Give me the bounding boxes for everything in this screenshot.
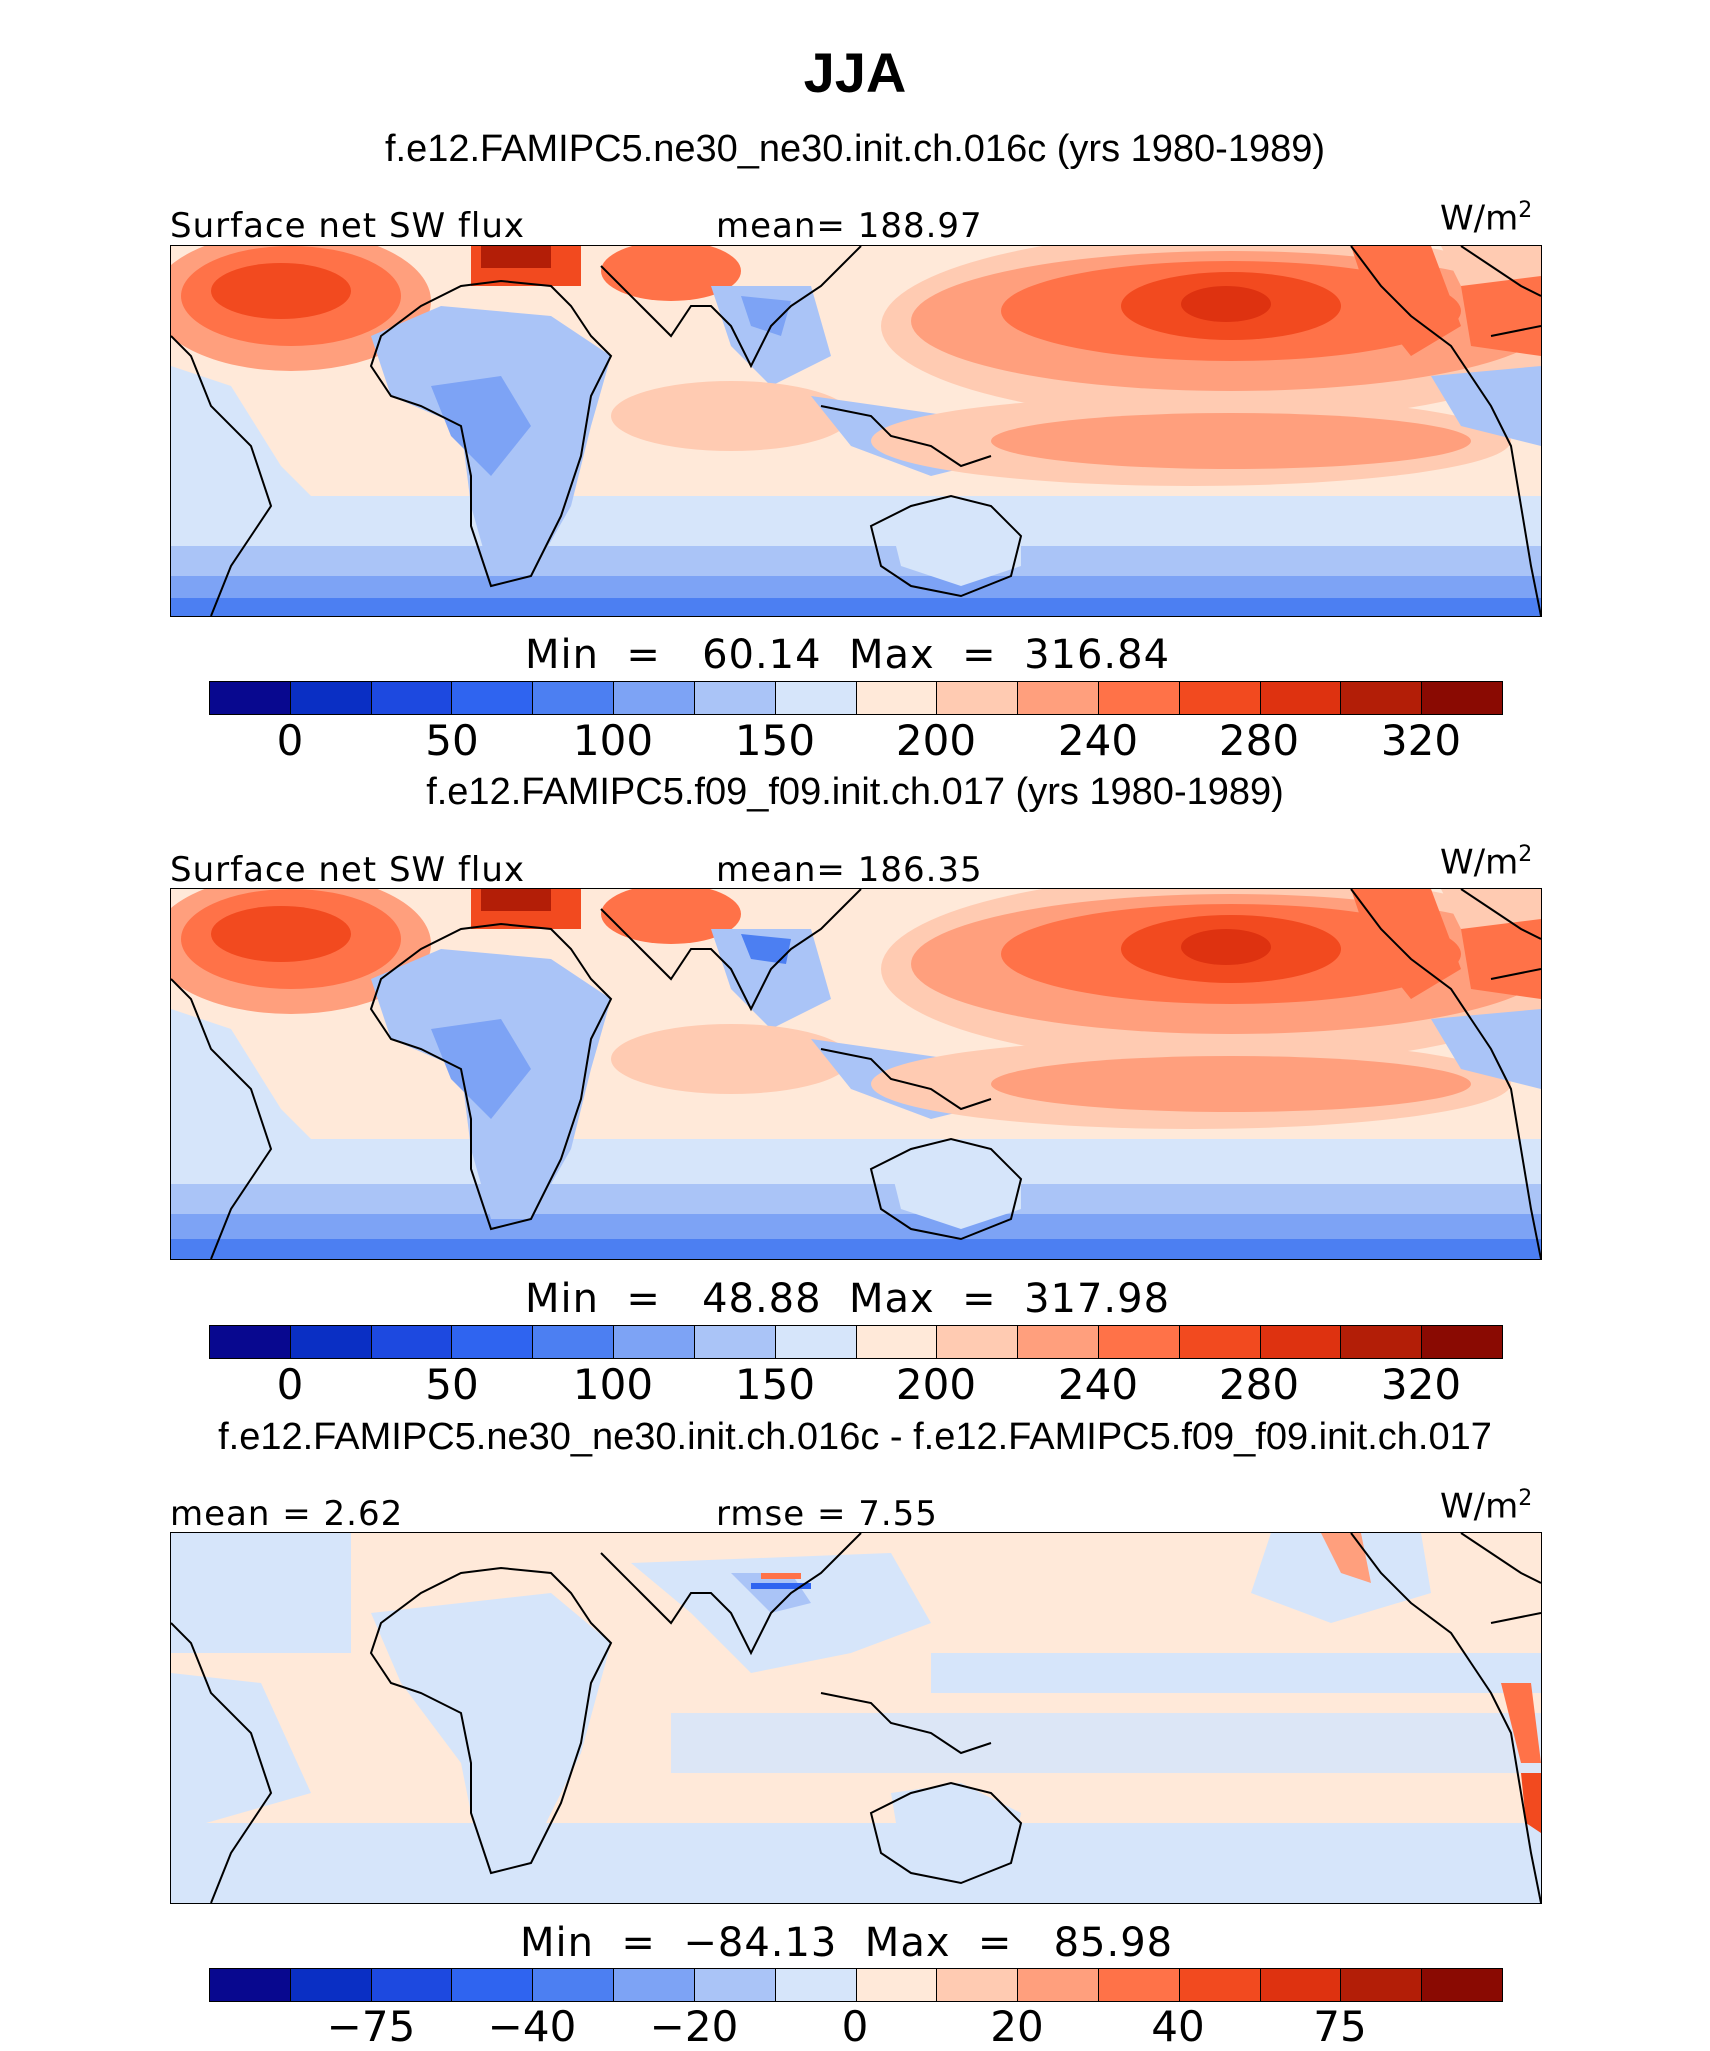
colorbar-swatch <box>937 1969 1019 2001</box>
panel2-tick: 280 <box>1218 1360 1300 1409</box>
panel2-tick: 0 <box>276 1360 304 1409</box>
panel3-case-title: f.e12.FAMIPC5.ne30_ne30.init.ch.016c - f… <box>218 1416 1492 1458</box>
panel3-rmse-label: rmse = 7.55 <box>716 1494 938 1534</box>
colorbar-swatch <box>1098 682 1180 714</box>
colorbar-swatch <box>533 1326 615 1358</box>
panel3-tick: 0 <box>841 2002 869 2051</box>
colorbar-swatch <box>856 1969 938 2001</box>
panel1-minmax: Min = 60.14 Max = 316.84 <box>525 632 1171 678</box>
colorbar-swatch <box>1098 1969 1180 2001</box>
panel1-colorbar <box>209 681 1503 715</box>
colorbar-swatch <box>1341 682 1423 714</box>
colorbar-swatch <box>614 1326 695 1358</box>
panel3-map <box>170 1532 1542 1904</box>
panel2-tick: 320 <box>1380 1360 1462 1409</box>
panel2-colorbar <box>209 1325 1503 1359</box>
panel3-colorbar <box>209 1968 1503 2002</box>
colorbar-swatch <box>290 682 372 714</box>
panel3-tick: −75 <box>326 2002 416 2051</box>
panel2-variable-label: Surface net SW flux <box>170 850 526 890</box>
panel3-mean-label: mean = 2.62 <box>170 1494 404 1534</box>
colorbar-swatch <box>1179 1326 1261 1358</box>
colorbar-swatch <box>856 682 938 714</box>
panel2-minmax: Min = 48.88 Max = 317.98 <box>525 1276 1171 1322</box>
colorbar-swatch <box>371 682 453 714</box>
colorbar-swatch <box>533 682 615 714</box>
colorbar-swatch <box>210 682 291 714</box>
figure-title: JJA <box>803 41 907 104</box>
panel2-tick: 240 <box>1057 1360 1139 1409</box>
panel2-tick: 100 <box>572 1360 654 1409</box>
colorbar-swatch <box>1098 1326 1180 1358</box>
colorbar-swatch <box>1179 1969 1261 2001</box>
panel1-variable-label: Surface net SW flux <box>170 206 526 246</box>
panel1-tick: 280 <box>1218 716 1300 765</box>
panel3-units: W/m2 <box>1440 1486 1533 1527</box>
panel2-case-title: f.e12.FAMIPC5.f09_f09.init.ch.017 (yrs 1… <box>426 771 1284 813</box>
colorbar-swatch <box>856 1326 938 1358</box>
colorbar-swatch <box>1260 1326 1342 1358</box>
panel1-map <box>170 245 1542 617</box>
panel3-tick: −40 <box>487 2002 577 2051</box>
panel1-mean-label: mean= 188.97 <box>716 206 983 246</box>
panel2-mean-label: mean= 186.35 <box>716 850 983 890</box>
colorbar-swatch <box>1422 682 1502 714</box>
panel1-tick: 50 <box>425 716 479 765</box>
panel1-tick: 150 <box>734 716 816 765</box>
colorbar-swatch <box>937 682 1019 714</box>
panel1-case-title: f.e12.FAMIPC5.ne30_ne30.init.ch.016c (yr… <box>384 128 1326 170</box>
colorbar-swatch <box>1422 1969 1502 2001</box>
colorbar-swatch <box>694 1969 776 2001</box>
colorbar-swatch <box>1179 682 1261 714</box>
colorbar-swatch <box>1018 682 1099 714</box>
colorbar-swatch <box>1341 1969 1423 2001</box>
panel1-units: W/m2 <box>1440 198 1533 239</box>
colorbar-swatch <box>694 682 776 714</box>
panel3-minmax: Min = −84.13 Max = 85.98 <box>520 1920 1174 1966</box>
colorbar-swatch <box>1260 1969 1342 2001</box>
colorbar-swatch <box>1341 1326 1423 1358</box>
colorbar-swatch <box>290 1969 372 2001</box>
panel1-tick: 0 <box>276 716 304 765</box>
colorbar-swatch <box>775 682 857 714</box>
colorbar-swatch <box>290 1326 372 1358</box>
panel2-tick: 200 <box>895 1360 977 1409</box>
colorbar-swatch <box>1260 682 1342 714</box>
colorbar-swatch <box>614 1969 695 2001</box>
colorbar-swatch <box>775 1326 857 1358</box>
colorbar-swatch <box>1422 1326 1502 1358</box>
panel1-tick: 320 <box>1380 716 1462 765</box>
colorbar-swatch <box>371 1969 453 2001</box>
panel2-tick: 50 <box>425 1360 479 1409</box>
colorbar-swatch <box>210 1969 291 2001</box>
colorbar-swatch <box>1018 1326 1099 1358</box>
colorbar-swatch <box>694 1326 776 1358</box>
panel3-tick: 20 <box>990 2002 1044 2051</box>
colorbar-swatch <box>614 682 695 714</box>
colorbar-swatch <box>210 1326 291 1358</box>
panel1-tick: 240 <box>1057 716 1139 765</box>
panel1-tick: 200 <box>895 716 977 765</box>
colorbar-swatch <box>452 1326 534 1358</box>
panel1-tick: 100 <box>572 716 654 765</box>
colorbar-swatch <box>452 1969 534 2001</box>
panel3-tick: −20 <box>649 2002 739 2051</box>
panel2-units: W/m2 <box>1440 842 1533 883</box>
colorbar-swatch <box>775 1969 857 2001</box>
panel2-map <box>170 888 1542 1260</box>
colorbar-swatch <box>533 1969 615 2001</box>
colorbar-swatch <box>371 1326 453 1358</box>
colorbar-swatch <box>937 1326 1019 1358</box>
panel3-tick: 75 <box>1313 2002 1367 2051</box>
colorbar-swatch <box>1018 1969 1099 2001</box>
colorbar-swatch <box>452 682 534 714</box>
panel3-tick: 40 <box>1151 2002 1205 2051</box>
panel2-tick: 150 <box>734 1360 816 1409</box>
